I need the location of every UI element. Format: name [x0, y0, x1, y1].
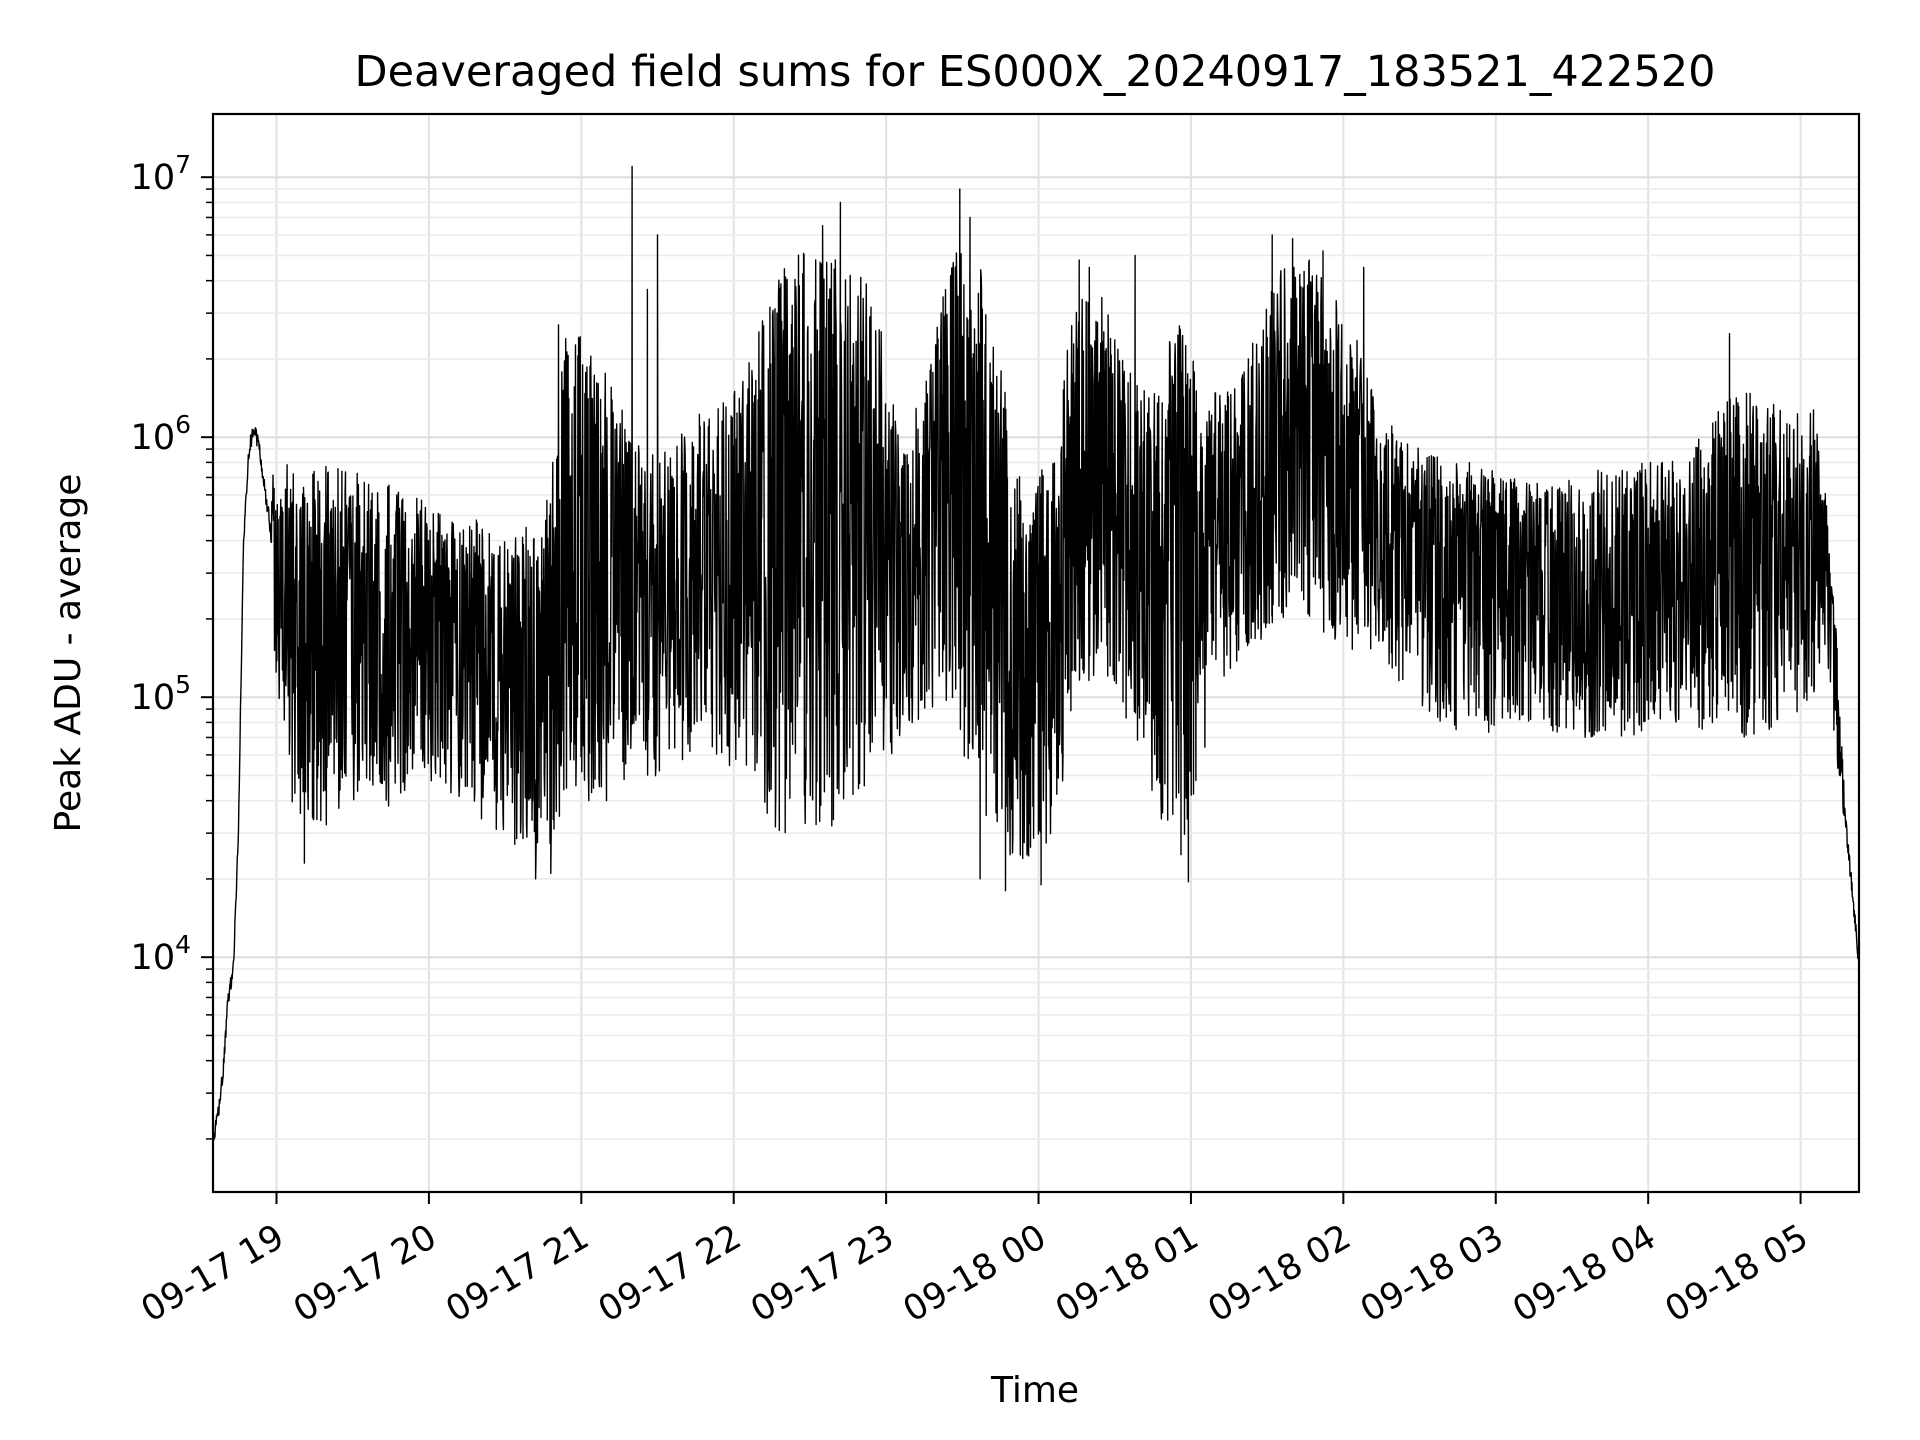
y-tick-label: 104	[131, 930, 191, 978]
y-axis-ticks: 104 105 106 107	[131, 150, 213, 1140]
y-tick-label: 105	[131, 670, 191, 718]
y-tick-label: 107	[131, 150, 191, 198]
chart-title: Deaveraged field sums for ES000X_2024091…	[354, 47, 1715, 97]
plot-frame	[211, 112, 1861, 1194]
y-tick-label: 106	[131, 410, 191, 458]
series-line-group	[212, 165, 1860, 1145]
x-axis-label: Time	[990, 1370, 1079, 1411]
y-axis-label: Peak ADU - average	[48, 474, 89, 833]
series-line	[212, 165, 1860, 1145]
